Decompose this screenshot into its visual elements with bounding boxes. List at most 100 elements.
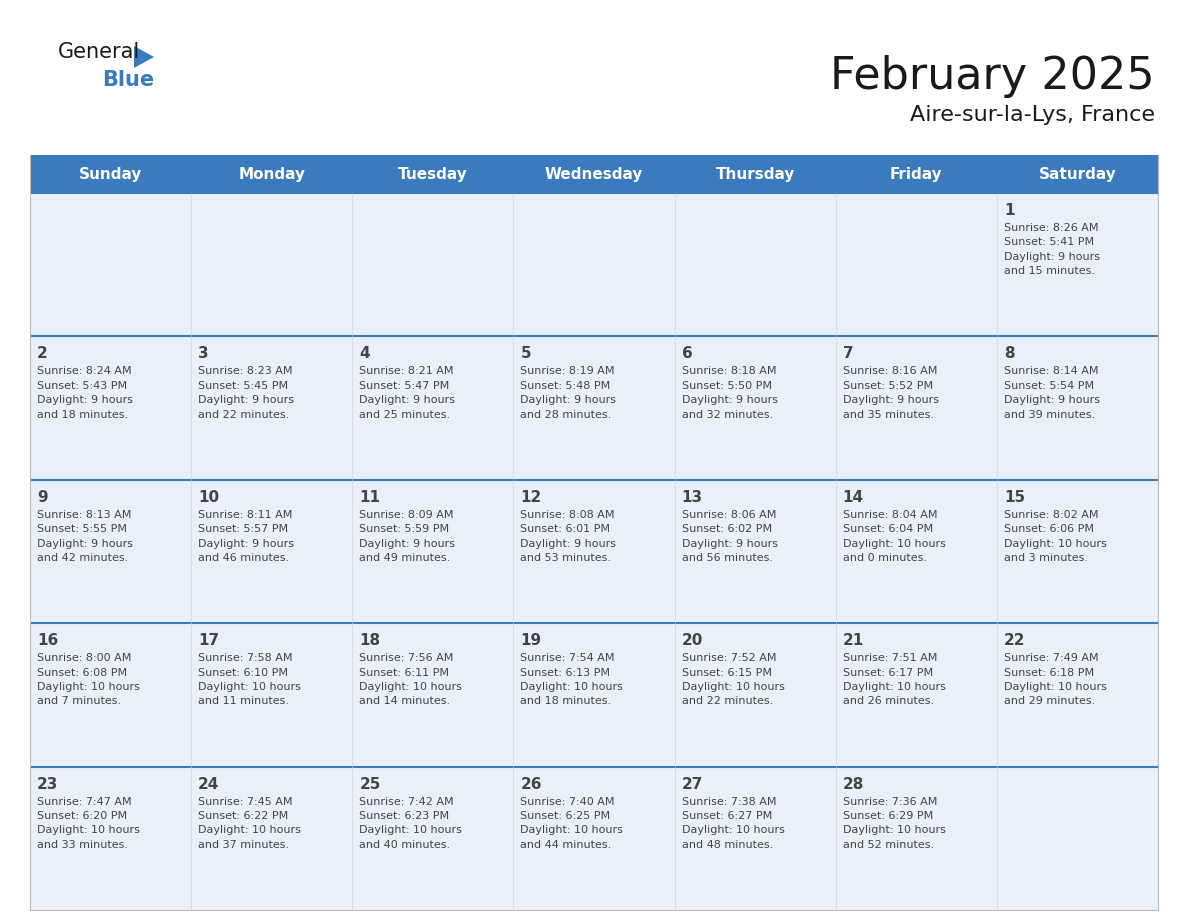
Text: Sunrise: 8:09 AM
Sunset: 5:59 PM
Daylight: 9 hours
and 49 minutes.: Sunrise: 8:09 AM Sunset: 5:59 PM Dayligh… — [359, 509, 455, 563]
Bar — [997, 193, 1158, 336]
Text: Sunrise: 8:19 AM
Sunset: 5:48 PM
Daylight: 9 hours
and 28 minutes.: Sunrise: 8:19 AM Sunset: 5:48 PM Dayligh… — [520, 366, 617, 420]
Text: 15: 15 — [1004, 490, 1025, 505]
Bar — [191, 336, 353, 480]
Text: Sunrise: 8:02 AM
Sunset: 6:06 PM
Daylight: 10 hours
and 3 minutes.: Sunrise: 8:02 AM Sunset: 6:06 PM Dayligh… — [1004, 509, 1107, 563]
Bar — [513, 767, 675, 910]
Bar — [30, 767, 191, 910]
Bar — [675, 480, 835, 623]
Bar — [675, 767, 835, 910]
Text: 19: 19 — [520, 633, 542, 648]
Bar — [835, 193, 997, 336]
Text: 3: 3 — [198, 346, 209, 362]
Text: 5: 5 — [520, 346, 531, 362]
Bar — [997, 767, 1158, 910]
Text: Aire-sur-la-Lys, France: Aire-sur-la-Lys, France — [910, 105, 1155, 125]
Text: Sunrise: 8:16 AM
Sunset: 5:52 PM
Daylight: 9 hours
and 35 minutes.: Sunrise: 8:16 AM Sunset: 5:52 PM Dayligh… — [842, 366, 939, 420]
Text: 26: 26 — [520, 777, 542, 791]
Text: Sunrise: 8:04 AM
Sunset: 6:04 PM
Daylight: 10 hours
and 0 minutes.: Sunrise: 8:04 AM Sunset: 6:04 PM Dayligh… — [842, 509, 946, 563]
Bar — [191, 480, 353, 623]
Text: Saturday: Saturday — [1038, 166, 1117, 182]
Bar — [353, 155, 513, 193]
Text: Thursday: Thursday — [715, 166, 795, 182]
Text: 16: 16 — [37, 633, 58, 648]
Bar — [353, 480, 513, 623]
Bar — [30, 336, 191, 480]
Bar — [191, 193, 353, 336]
Bar — [835, 336, 997, 480]
Bar — [675, 336, 835, 480]
Bar — [30, 193, 191, 336]
Text: Sunrise: 8:18 AM
Sunset: 5:50 PM
Daylight: 9 hours
and 32 minutes.: Sunrise: 8:18 AM Sunset: 5:50 PM Dayligh… — [682, 366, 778, 420]
Text: Sunrise: 7:45 AM
Sunset: 6:22 PM
Daylight: 10 hours
and 37 minutes.: Sunrise: 7:45 AM Sunset: 6:22 PM Dayligh… — [198, 797, 301, 850]
Bar — [191, 623, 353, 767]
Text: Sunrise: 7:36 AM
Sunset: 6:29 PM
Daylight: 10 hours
and 52 minutes.: Sunrise: 7:36 AM Sunset: 6:29 PM Dayligh… — [842, 797, 946, 850]
Bar — [997, 480, 1158, 623]
Text: Sunrise: 7:38 AM
Sunset: 6:27 PM
Daylight: 10 hours
and 48 minutes.: Sunrise: 7:38 AM Sunset: 6:27 PM Dayligh… — [682, 797, 784, 850]
Bar — [513, 623, 675, 767]
Text: 2: 2 — [37, 346, 48, 362]
Text: 1: 1 — [1004, 203, 1015, 218]
Text: 20: 20 — [682, 633, 703, 648]
Text: Sunrise: 7:40 AM
Sunset: 6:25 PM
Daylight: 10 hours
and 44 minutes.: Sunrise: 7:40 AM Sunset: 6:25 PM Dayligh… — [520, 797, 624, 850]
Text: Sunrise: 7:51 AM
Sunset: 6:17 PM
Daylight: 10 hours
and 26 minutes.: Sunrise: 7:51 AM Sunset: 6:17 PM Dayligh… — [842, 654, 946, 706]
Text: Sunrise: 8:24 AM
Sunset: 5:43 PM
Daylight: 9 hours
and 18 minutes.: Sunrise: 8:24 AM Sunset: 5:43 PM Dayligh… — [37, 366, 133, 420]
Bar — [30, 155, 191, 193]
Bar — [835, 623, 997, 767]
Text: 8: 8 — [1004, 346, 1015, 362]
Bar — [30, 623, 191, 767]
Bar — [675, 193, 835, 336]
Text: Sunrise: 7:56 AM
Sunset: 6:11 PM
Daylight: 10 hours
and 14 minutes.: Sunrise: 7:56 AM Sunset: 6:11 PM Dayligh… — [359, 654, 462, 706]
Text: 25: 25 — [359, 777, 380, 791]
Text: 17: 17 — [198, 633, 220, 648]
Bar — [997, 336, 1158, 480]
Bar — [30, 480, 191, 623]
Polygon shape — [134, 46, 154, 68]
Bar — [513, 480, 675, 623]
Text: 7: 7 — [842, 346, 853, 362]
Text: Sunrise: 8:06 AM
Sunset: 6:02 PM
Daylight: 9 hours
and 56 minutes.: Sunrise: 8:06 AM Sunset: 6:02 PM Dayligh… — [682, 509, 778, 563]
Text: Sunrise: 8:21 AM
Sunset: 5:47 PM
Daylight: 9 hours
and 25 minutes.: Sunrise: 8:21 AM Sunset: 5:47 PM Dayligh… — [359, 366, 455, 420]
Text: Sunrise: 8:00 AM
Sunset: 6:08 PM
Daylight: 10 hours
and 7 minutes.: Sunrise: 8:00 AM Sunset: 6:08 PM Dayligh… — [37, 654, 140, 706]
Text: Sunrise: 7:47 AM
Sunset: 6:20 PM
Daylight: 10 hours
and 33 minutes.: Sunrise: 7:47 AM Sunset: 6:20 PM Dayligh… — [37, 797, 140, 850]
Text: 22: 22 — [1004, 633, 1025, 648]
Text: 28: 28 — [842, 777, 864, 791]
Text: 23: 23 — [37, 777, 58, 791]
Bar — [997, 623, 1158, 767]
Text: Tuesday: Tuesday — [398, 166, 468, 182]
Text: Blue: Blue — [102, 70, 154, 90]
Text: 24: 24 — [198, 777, 220, 791]
Text: 14: 14 — [842, 490, 864, 505]
Text: 4: 4 — [359, 346, 369, 362]
Bar — [997, 155, 1158, 193]
Text: 21: 21 — [842, 633, 864, 648]
Text: Sunrise: 8:26 AM
Sunset: 5:41 PM
Daylight: 9 hours
and 15 minutes.: Sunrise: 8:26 AM Sunset: 5:41 PM Dayligh… — [1004, 223, 1100, 276]
Text: Friday: Friday — [890, 166, 942, 182]
Bar — [353, 193, 513, 336]
Text: 10: 10 — [198, 490, 220, 505]
Text: Sunrise: 8:13 AM
Sunset: 5:55 PM
Daylight: 9 hours
and 42 minutes.: Sunrise: 8:13 AM Sunset: 5:55 PM Dayligh… — [37, 509, 133, 563]
Bar — [835, 767, 997, 910]
Bar — [835, 480, 997, 623]
Text: Sunday: Sunday — [78, 166, 143, 182]
Text: 27: 27 — [682, 777, 703, 791]
Text: 6: 6 — [682, 346, 693, 362]
Bar — [353, 623, 513, 767]
Text: 9: 9 — [37, 490, 48, 505]
Bar — [513, 336, 675, 480]
Text: Sunrise: 7:52 AM
Sunset: 6:15 PM
Daylight: 10 hours
and 22 minutes.: Sunrise: 7:52 AM Sunset: 6:15 PM Dayligh… — [682, 654, 784, 706]
Text: Sunrise: 7:42 AM
Sunset: 6:23 PM
Daylight: 10 hours
and 40 minutes.: Sunrise: 7:42 AM Sunset: 6:23 PM Dayligh… — [359, 797, 462, 850]
Text: Sunrise: 7:49 AM
Sunset: 6:18 PM
Daylight: 10 hours
and 29 minutes.: Sunrise: 7:49 AM Sunset: 6:18 PM Dayligh… — [1004, 654, 1107, 706]
Text: General: General — [58, 42, 140, 62]
Bar — [675, 155, 835, 193]
Bar — [353, 767, 513, 910]
Bar — [513, 193, 675, 336]
Text: Sunrise: 7:54 AM
Sunset: 6:13 PM
Daylight: 10 hours
and 18 minutes.: Sunrise: 7:54 AM Sunset: 6:13 PM Dayligh… — [520, 654, 624, 706]
Text: 18: 18 — [359, 633, 380, 648]
Text: 12: 12 — [520, 490, 542, 505]
Bar — [353, 336, 513, 480]
Text: Sunrise: 7:58 AM
Sunset: 6:10 PM
Daylight: 10 hours
and 11 minutes.: Sunrise: 7:58 AM Sunset: 6:10 PM Dayligh… — [198, 654, 301, 706]
Text: 11: 11 — [359, 490, 380, 505]
Text: Sunrise: 8:11 AM
Sunset: 5:57 PM
Daylight: 9 hours
and 46 minutes.: Sunrise: 8:11 AM Sunset: 5:57 PM Dayligh… — [198, 509, 295, 563]
Text: Sunrise: 8:08 AM
Sunset: 6:01 PM
Daylight: 9 hours
and 53 minutes.: Sunrise: 8:08 AM Sunset: 6:01 PM Dayligh… — [520, 509, 617, 563]
Bar — [513, 155, 675, 193]
